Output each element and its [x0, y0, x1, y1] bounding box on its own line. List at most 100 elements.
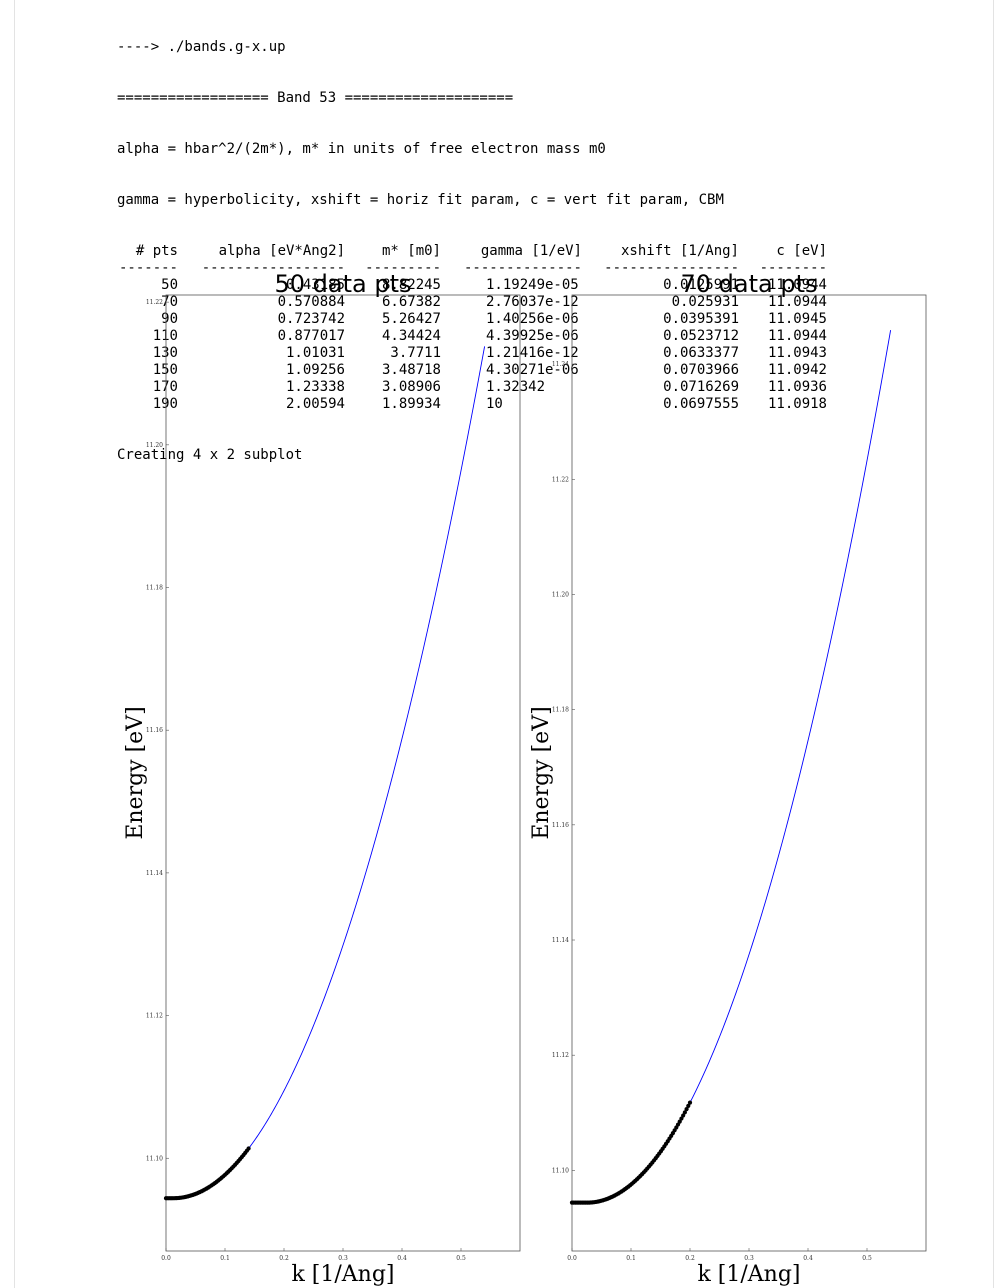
- cell-border-right: [993, 0, 994, 1288]
- table-row: 90 0.723742 5.26427 1.40256e-06 0.0395391 11.…: [117, 311, 827, 328]
- data-point: [179, 1195, 184, 1200]
- data-point: [163, 1196, 169, 1201]
- table-cell: 130: [152, 345, 178, 361]
- table-row: 150 1.09256 3.48718 4.30271e-06 0.0703966 11.…: [117, 362, 827, 379]
- data-point: [609, 1195, 614, 1200]
- table-separator-row: ------- ----------------- --------- -------…: [117, 260, 827, 277]
- data-point: [184, 1194, 189, 1199]
- data-point: [185, 1194, 191, 1199]
- data-point: [638, 1173, 643, 1178]
- data-point: [165, 1196, 170, 1201]
- y-tick-label: 11.10: [552, 1167, 569, 1174]
- data-point: [598, 1198, 604, 1203]
- x-tick-label: 0.2: [685, 1255, 695, 1262]
- data-point: [199, 1189, 204, 1194]
- data-point: [576, 1200, 581, 1205]
- table-cell: 1.23338: [285, 379, 345, 395]
- x-tick-label: 0.5: [862, 1255, 872, 1262]
- table-cell: 90: [161, 311, 178, 327]
- table-cell: 0.0125991: [663, 277, 739, 293]
- data-point: [195, 1190, 201, 1195]
- data-point: [168, 1196, 174, 1201]
- data-point: [187, 1193, 192, 1199]
- table-cell: 0.43185: [285, 277, 345, 293]
- data-point: [621, 1188, 626, 1193]
- data-point: [175, 1195, 180, 1201]
- data-point: [167, 1196, 172, 1201]
- table-cell: 2.00594: [285, 396, 345, 412]
- x-tick-label: 0.0: [567, 1255, 577, 1262]
- table-cell: 70: [161, 294, 178, 310]
- y-tick-label: 11.16: [552, 822, 569, 829]
- table-cell: 10: [486, 396, 503, 412]
- data-point: [231, 1164, 236, 1169]
- table-cell: 3.7711: [390, 345, 441, 361]
- x-tick-label: 0.1: [626, 1255, 636, 1262]
- data-point: [222, 1172, 228, 1177]
- x-tick-label: 0.2: [279, 1255, 289, 1262]
- data-point: [229, 1166, 234, 1171]
- table-cell: 11.0945: [767, 311, 827, 327]
- data-point: [182, 1195, 187, 1200]
- subplot-message: Creating 4 x 2 subplot: [117, 447, 303, 463]
- table-cell: 0.570884: [277, 294, 345, 310]
- table-cell: 1.89934: [381, 396, 441, 412]
- x-axis-label: k [1/Ang]: [697, 1262, 800, 1287]
- legend-line-alpha: alpha = hbar^2/(2m*), m* in units of fre…: [117, 141, 606, 157]
- table-cell: gamma [1/eV]: [480, 243, 582, 259]
- data-point: [629, 1181, 634, 1186]
- table-cell: 11.0918: [767, 396, 827, 412]
- y-tick-label: 11.10: [146, 1155, 163, 1162]
- y-axis-label: Energy [eV]: [123, 706, 148, 839]
- data-point: [610, 1194, 616, 1199]
- data-point: [214, 1179, 219, 1184]
- table-cell: 150: [152, 362, 178, 378]
- table-cell: 5.26427: [381, 311, 441, 327]
- data-point: [600, 1198, 605, 1203]
- data-point: [646, 1164, 652, 1169]
- x-tick-label: 0.0: [161, 1255, 171, 1262]
- data-point: [667, 1136, 672, 1141]
- data-point: [180, 1195, 185, 1200]
- data-point: [619, 1189, 624, 1194]
- data-point: [202, 1187, 207, 1192]
- data-point: [581, 1200, 587, 1205]
- data-point: [624, 1185, 629, 1190]
- table-cell: 2.76037e-12: [486, 294, 579, 310]
- table-cell: 11.0942: [767, 362, 827, 378]
- data-point: [660, 1146, 665, 1151]
- data-point: [580, 1200, 585, 1205]
- data-point: [604, 1197, 609, 1202]
- data-point: [607, 1195, 612, 1200]
- y-tick-label: 11.14: [146, 870, 163, 877]
- data-point: [200, 1188, 206, 1193]
- table-cell: 11.0943: [767, 345, 827, 361]
- table-row: 190 2.00594 1.89934 10 0.0697555 11.0918: [117, 396, 827, 413]
- console-output: ----> ./bands.g-x.up ================== …: [117, 5, 827, 481]
- data-point: [221, 1174, 226, 1179]
- data-point: [643, 1168, 648, 1173]
- table-row: 130 1.01031 3.7711 1.21416e-12 0.0633377 11.0…: [117, 345, 827, 362]
- data-point: [616, 1191, 621, 1196]
- x-tick-label: 0.5: [456, 1255, 466, 1262]
- data-point: [170, 1196, 175, 1201]
- data-point: [597, 1199, 602, 1204]
- data-point: [243, 1150, 248, 1155]
- data-point: [682, 1110, 687, 1115]
- data-point: [578, 1200, 583, 1205]
- data-point: [190, 1192, 196, 1197]
- legend-line-gamma: gamma = hyperbolicity, xshift = horiz fi…: [117, 192, 724, 208]
- data-point: [239, 1154, 244, 1160]
- data-point: [617, 1190, 622, 1195]
- data-point: [238, 1156, 243, 1162]
- command-line: ----> ./bands.g-x.up: [117, 39, 286, 55]
- data-point: [204, 1186, 209, 1191]
- data-point: [217, 1177, 223, 1182]
- y-axis-label: Energy [eV]: [529, 706, 554, 839]
- table-cell: -----------------: [201, 260, 345, 276]
- table-cell: 110: [152, 328, 178, 344]
- data-point: [612, 1193, 617, 1198]
- table-cell: 50: [161, 277, 178, 293]
- table-cell: --------: [759, 260, 827, 276]
- table-cell: c [eV]: [776, 243, 827, 259]
